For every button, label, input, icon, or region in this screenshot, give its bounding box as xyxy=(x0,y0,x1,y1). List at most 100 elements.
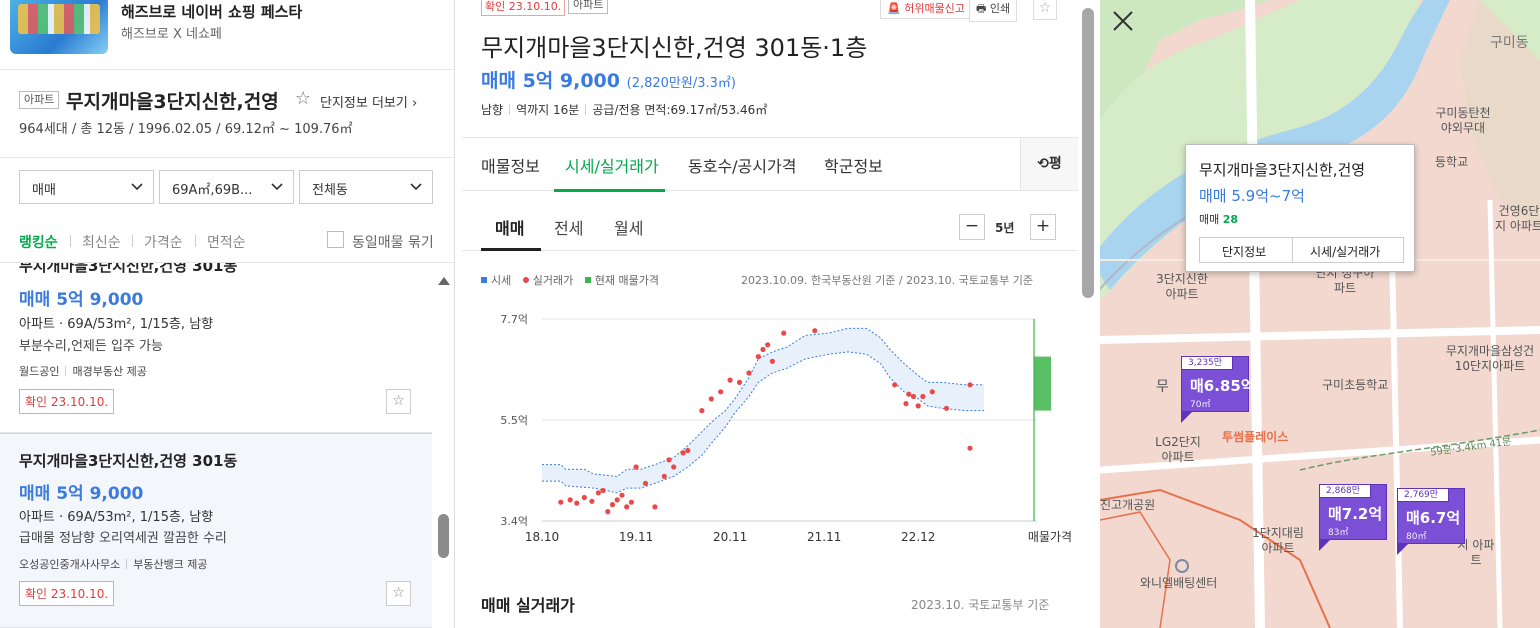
unit-toggle-button[interactable]: ⟲평 xyxy=(1020,138,1078,190)
favorite-star-icon[interactable]: ☆ xyxy=(386,581,411,606)
listing-spec: 아파트 · 69A/53m², 1/15층, 남향 xyxy=(19,317,214,332)
trade-point xyxy=(614,497,620,503)
x-tick-label: 22.12 xyxy=(901,530,935,544)
sort-latest[interactable]: 최신순 xyxy=(82,235,121,251)
print-label: 인쇄 xyxy=(989,2,1011,15)
confirm-date-badge: 확인 23.10.10. xyxy=(19,389,115,414)
x-tick-label: 매물가격 xyxy=(1028,530,1072,544)
complex-meta: 964세대 / 총 12동 / 1996.02.05 / 69.12㎡ ~ 10… xyxy=(19,122,353,137)
trade-point xyxy=(699,408,705,414)
property-type-tag: 아파트 xyxy=(568,0,609,14)
area-select[interactable]: 69A㎡,69B... xyxy=(159,170,294,204)
popup-price-history-button[interactable]: 시세/실거래가 xyxy=(1310,245,1381,259)
area-value: 69A㎡,69B... xyxy=(172,183,253,198)
agent-name: 월드공인 xyxy=(19,365,60,378)
complex-popup: 무지개마을3단지신한,건영 매매 5.9억~7억 매매 28 단지정보 시세/실… xyxy=(1185,144,1415,272)
period-decrease-button[interactable]: − xyxy=(959,214,985,240)
legend-swatch xyxy=(584,277,591,283)
report-false-listing-button[interactable]: 🚨 허위매물신고 xyxy=(880,0,972,19)
trade-point xyxy=(642,480,649,486)
listing-card[interactable]: 무지개마을3단지신한,건영 301동 매매 5억 9,000 아파트 · 69A… xyxy=(0,433,432,628)
legend-label: 실거래가 xyxy=(532,274,574,287)
map-price-marker[interactable]: 2,868만 매7.2억 83㎡ xyxy=(1319,484,1387,551)
legend-item-current: 현재 매물가격 xyxy=(584,274,659,287)
legend-label: 시세 xyxy=(491,274,512,287)
detail-scrollbar[interactable] xyxy=(1080,0,1098,628)
close-icon[interactable] xyxy=(1108,6,1138,36)
map-price-marker[interactable]: 3,235만 매6.85억 70㎡ xyxy=(1181,356,1255,423)
trade-point xyxy=(666,457,672,463)
popup-complex-info-button[interactable]: 단지정보 xyxy=(1222,245,1267,259)
marker-price: 매7.2억 xyxy=(1328,505,1383,523)
chevron-right-icon: › xyxy=(412,96,418,111)
divider xyxy=(1292,238,1293,262)
listing-agent: 월드공인 매경부동산 제공 xyxy=(19,363,147,379)
map-label: 진고개공원 xyxy=(1100,498,1156,512)
group-same-listings-checkbox[interactable] xyxy=(327,231,344,248)
subtab-monthly[interactable]: 월세 xyxy=(614,219,644,238)
tab-listing-info[interactable]: 매물정보 xyxy=(481,157,540,176)
map-price-marker[interactable]: 2,769만 매6.7억 80㎡ xyxy=(1397,488,1465,555)
favorite-star-icon[interactable]: ☆ xyxy=(295,88,312,109)
favorite-star-icon[interactable]: ☆ xyxy=(386,389,411,414)
trade-point xyxy=(746,370,752,376)
complex-name: 무지개마을3단지신한,건영 xyxy=(66,91,279,113)
popup-price-range: 매매 5.9억~7억 xyxy=(1199,187,1305,205)
complex-info-more-link[interactable]: 단지정보 더보기 › xyxy=(320,92,417,111)
legend-item-actual: 실거래가 xyxy=(522,274,574,287)
tab-price-history[interactable]: 시세/실거래가 xyxy=(565,157,659,176)
scrollbar-thumb[interactable] xyxy=(438,514,449,558)
listing-agent: 오성공인중개사사무소 부동산뱅크 제공 xyxy=(19,556,208,572)
ad-subtitle: 해즈브로 X 네쇼페 xyxy=(121,27,222,42)
listing-card[interactable]: 무지개마을3단지신한,건영 301동 매매 5억 9,000 아파트 · 69A… xyxy=(0,263,432,433)
sort-bar: 랭킹순 최신순 가격순 면적순 동일매물 묶기 xyxy=(0,218,455,263)
divider xyxy=(70,235,71,247)
popup-complex-name: 무지개마을3단지신한,건영 xyxy=(1199,161,1366,179)
dong-select[interactable]: 전체동 xyxy=(299,170,433,204)
popup-count-label: 매매 xyxy=(1199,213,1220,226)
price-history-chart[interactable]: 7.7억 5.5억 3.4억 18.10 19.11 20.11 21.11 22.12 매물가… xyxy=(462,295,1078,555)
favorite-star-icon[interactable]: ☆ xyxy=(1033,0,1057,20)
trade-point xyxy=(903,401,909,407)
map-label: 1단지대림 아파트 xyxy=(1252,526,1304,555)
trade-point xyxy=(567,497,573,503)
complex-summary: 아파트 무지개마을3단지신한,건영 ☆ 단지정보 더보기 › 964세대 / 총… xyxy=(0,70,455,158)
subtab-jeonse[interactable]: 전세 xyxy=(554,219,584,238)
ad-banner[interactable]: 해즈브로 네이버 쇼핑 페스타 해즈브로 X 네쇼페 xyxy=(0,0,455,70)
listing-scrollbar[interactable] xyxy=(434,263,454,628)
scrollbar-thumb[interactable] xyxy=(1082,8,1094,298)
y-tick-label: 3.4억 xyxy=(500,515,528,528)
trade-point xyxy=(943,405,950,411)
tab-unit-price[interactable]: 동호수/공시가격 xyxy=(688,157,797,176)
print-button[interactable]: 🖶 인쇄 xyxy=(969,0,1018,22)
scroll-up-arrow-icon[interactable] xyxy=(438,277,450,285)
trade-point xyxy=(628,499,634,505)
y-tick-label: 7.7억 xyxy=(500,313,528,326)
map-label: 3단지신한 아파트 xyxy=(1156,272,1208,301)
subtab-sale[interactable]: 매매 xyxy=(495,219,525,238)
report-label: 허위매물신고 xyxy=(904,2,965,15)
x-tick-label: 20.11 xyxy=(713,530,747,544)
sort-price[interactable]: 가격순 xyxy=(144,235,183,251)
sort-ranking[interactable]: 랭킹순 xyxy=(19,235,58,251)
unit-toggle-label: 평 xyxy=(1048,156,1062,172)
chevron-down-icon xyxy=(410,183,422,191)
provider-name: 매경부동산 제공 xyxy=(72,365,147,378)
listing-title: 무지개마을3단지신한,건영 301동 xyxy=(19,452,238,470)
refresh-icon: ⟲ xyxy=(1037,156,1049,172)
period-increase-button[interactable]: + xyxy=(1030,214,1056,240)
trade-point xyxy=(558,499,564,505)
ad-title[interactable]: 해즈브로 네이버 쇼핑 페스타 xyxy=(121,3,303,21)
map-label: 건영6단지 아파트 xyxy=(1495,204,1540,233)
trade-type-select[interactable]: 매매 xyxy=(19,170,154,204)
tab-school-info[interactable]: 학군정보 xyxy=(824,157,883,176)
trade-point xyxy=(589,498,595,504)
active-tab-indicator xyxy=(554,189,665,192)
market-price-lower-line xyxy=(542,351,985,494)
map-label: 구미동 xyxy=(1490,35,1529,51)
sort-area[interactable]: 면적순 xyxy=(207,235,246,251)
trade-point xyxy=(652,504,658,510)
y-tick-label: 5.5억 xyxy=(500,414,528,427)
marker-price-per-pyeong: 3,235만 xyxy=(1181,356,1233,370)
trade-point xyxy=(718,389,724,395)
